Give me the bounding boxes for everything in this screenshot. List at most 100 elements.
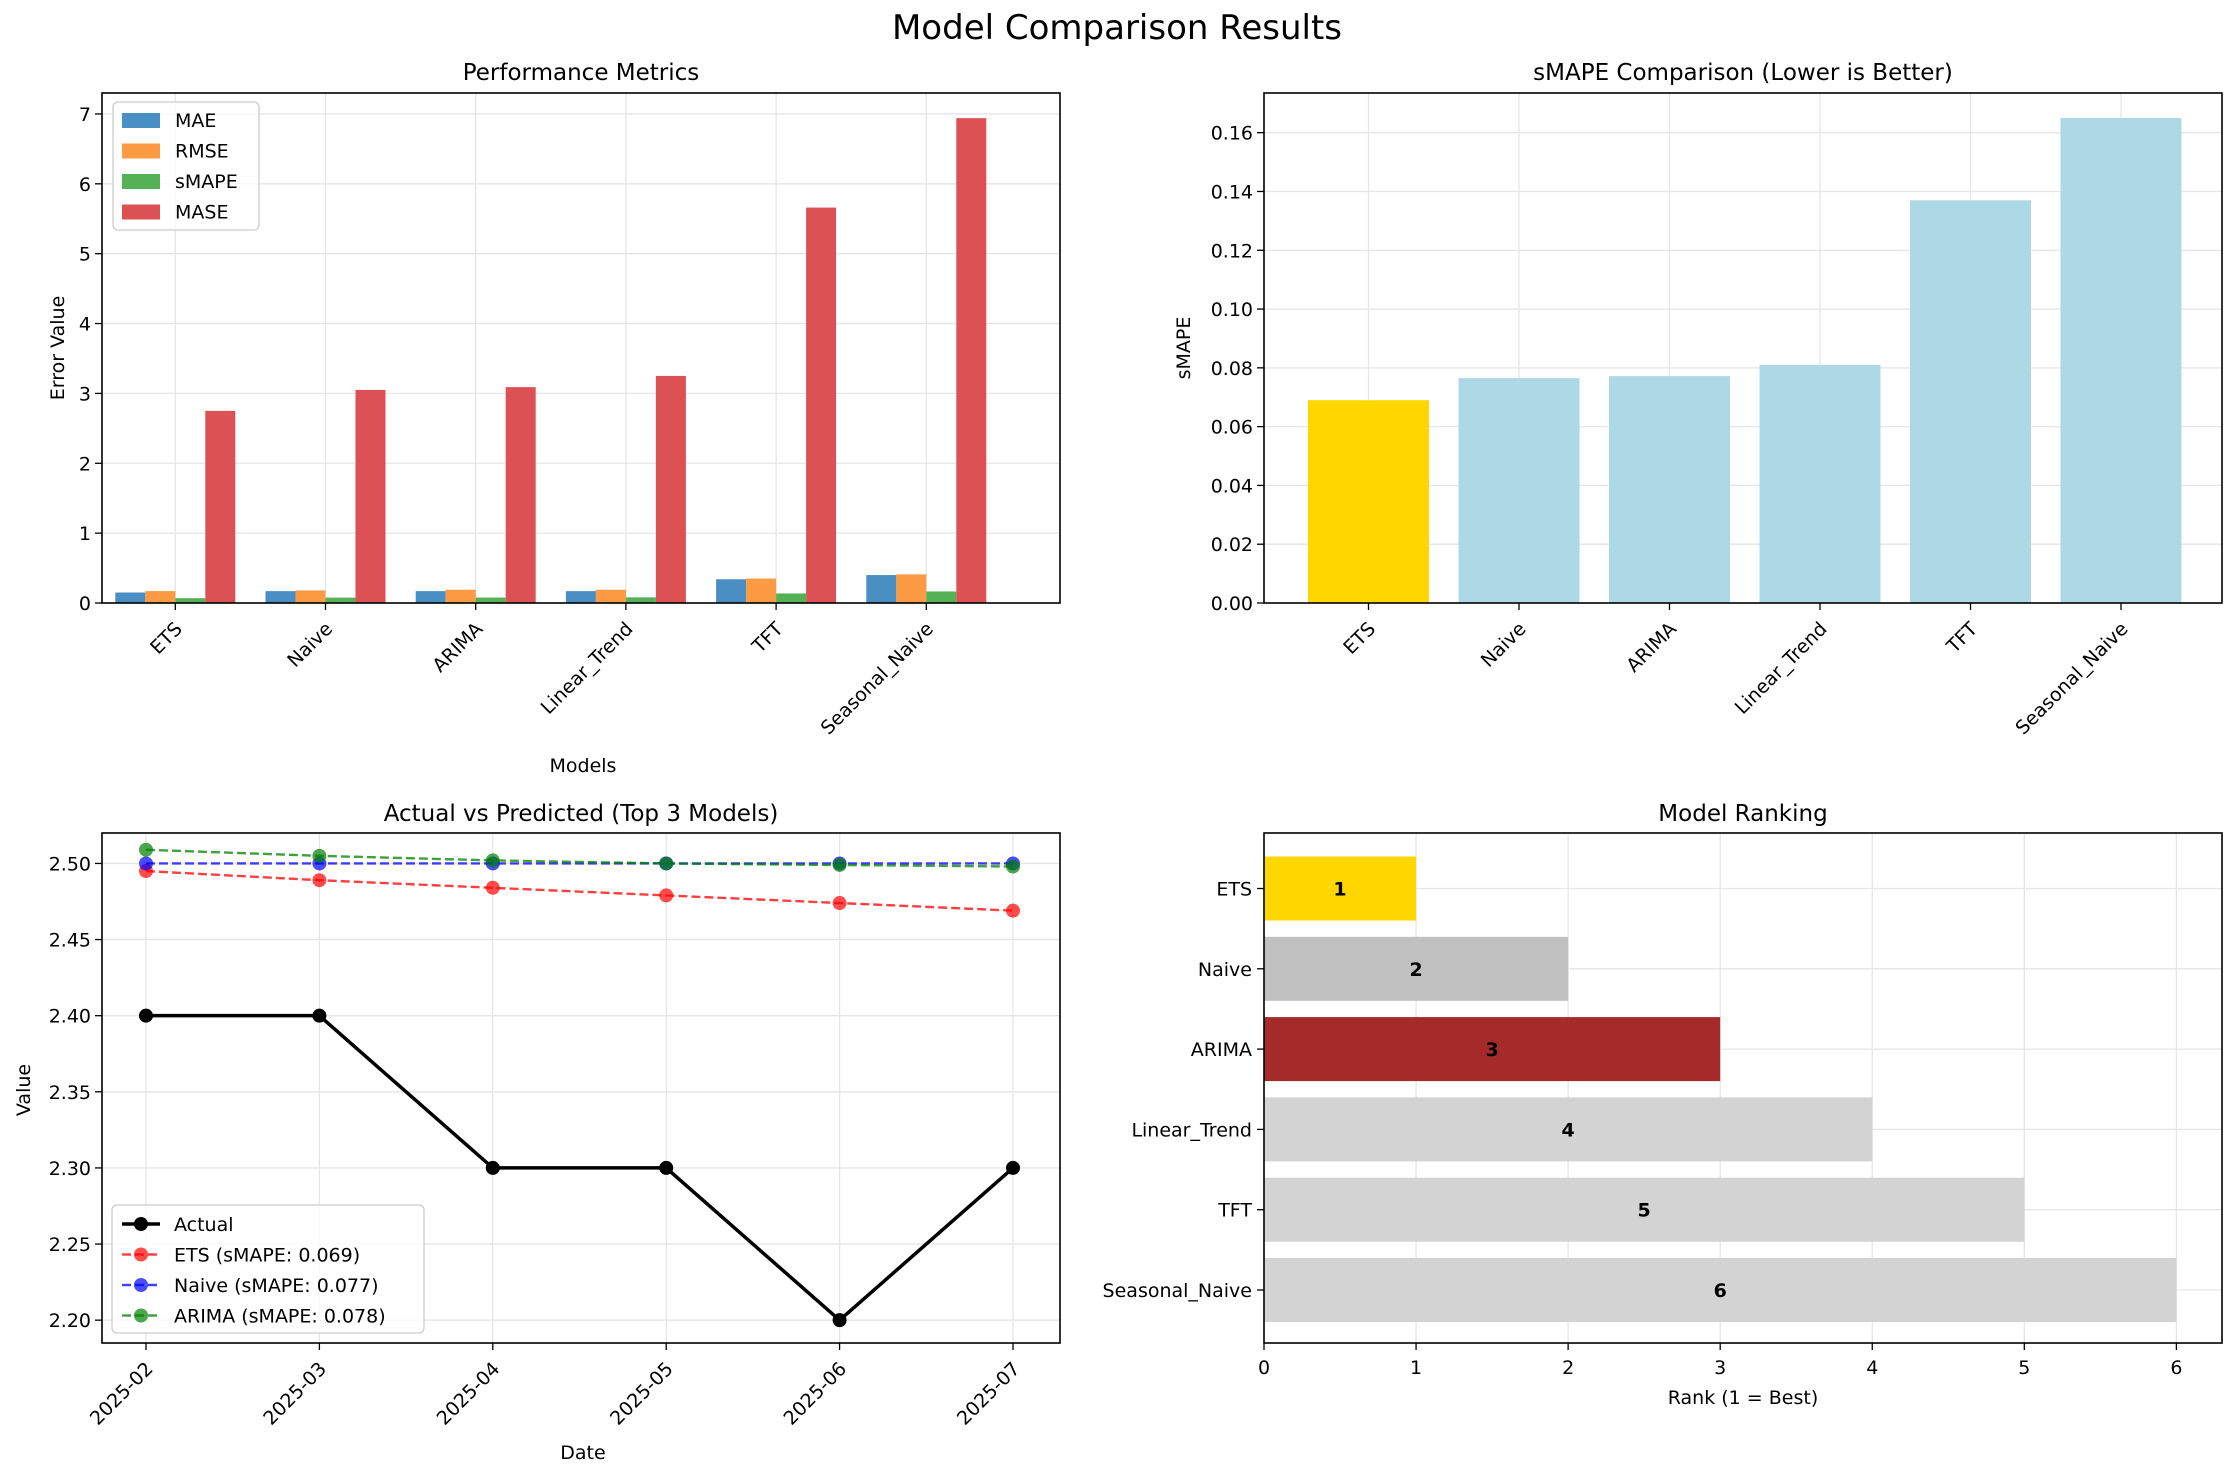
y-tick-label: Linear_Trend [1131, 1119, 1252, 1141]
y-axis-label: Value [13, 1064, 35, 1116]
legend-marker [134, 1247, 148, 1262]
y-axis-label: sMAPE [1173, 317, 1195, 380]
x-tick-label: 2025-06 [779, 1358, 851, 1430]
bar-rank [1264, 1017, 1721, 1082]
axes-frame [101, 92, 1061, 604]
bar-rmse [145, 591, 176, 603]
x-tick-label: Naive [283, 618, 337, 672]
x-axis-label: Rank (1 = Best) [1668, 1387, 1819, 1409]
x-tick-label: 2 [1562, 1357, 1574, 1379]
y-tick-label: Naive [1198, 959, 1252, 981]
data-point [659, 1160, 674, 1175]
bar-mase [806, 207, 837, 603]
bar-smape [926, 591, 957, 603]
y-tick-label: 4 [79, 314, 91, 336]
y-tick-label: Seasonal_Naive [1103, 1280, 1252, 1302]
data-point [485, 880, 500, 895]
legend-label: Naive (sMAPE: 0.077) [174, 1275, 379, 1297]
bar-rank [1264, 1097, 1873, 1162]
y-tick-label: 0.12 [1211, 240, 1253, 262]
y-tick-label: 2.40 [49, 1006, 91, 1028]
bar-rank [1264, 1258, 2177, 1322]
y-tick-label: 1 [79, 523, 91, 545]
data-point [659, 888, 674, 903]
chart-title: Model Ranking [1658, 801, 1827, 827]
x-tick-label: Seasonal_Naive [817, 618, 938, 739]
y-tick-label: 2.25 [49, 1234, 91, 1256]
data-point [139, 1008, 153, 1023]
bar-value-label: 4 [1562, 1119, 1575, 1141]
y-tick-label: TFT [1217, 1200, 1252, 1222]
x-tick-label: 4 [1866, 1357, 1878, 1379]
x-tick-label: 5 [2018, 1357, 2030, 1379]
data-point [1006, 859, 1020, 874]
smape-comparison-chart: 0.00 0.02 0.04 0.06 0.08 0.10 0.12 0.14 0.16 ETS N… [1173, 60, 2223, 739]
x-axis-label: Date [560, 1442, 605, 1464]
bar-smape [776, 593, 807, 603]
bar-rank [1264, 1177, 2025, 1242]
y-tick-label: 2.45 [49, 930, 91, 952]
bar-smape [1609, 376, 1730, 603]
series-line [146, 1013, 1015, 1323]
legend-swatch [122, 174, 160, 189]
y-tick-label: 0.14 [1211, 181, 1253, 203]
performance-metrics-chart: 0 1 2 3 4 5 6 7 ETS Naive ARIMA Linear_Trend TFT Seas… [47, 60, 1061, 777]
x-tick-label: 2025-04 [433, 1358, 505, 1430]
bar-mae [265, 591, 296, 603]
bar-rank [1264, 936, 1569, 1001]
y-tick-label: 0 [79, 593, 91, 615]
x-tick-label: 6 [2170, 1357, 2182, 1379]
y-tick-label: 0.04 [1211, 475, 1253, 497]
chart-title: Performance Metrics [463, 60, 700, 86]
data-point [312, 848, 327, 863]
bar-mae [866, 575, 897, 603]
bar-smape [1759, 364, 1881, 603]
bar-mae [115, 592, 146, 603]
bar-smape [625, 597, 656, 603]
x-tick-label: TFT [747, 618, 787, 658]
chart-title: Actual vs Predicted (Top 3 Models) [384, 801, 779, 827]
y-tick-label: 0.02 [1211, 534, 1253, 556]
bar-mase [205, 410, 236, 603]
x-tick-label: Seasonal_Naive [2011, 618, 2132, 739]
x-tick-label: Linear_Trend [537, 618, 638, 719]
y-tick-label: 6 [79, 174, 91, 196]
legend-box [112, 101, 260, 231]
x-tick-label: 1 [1410, 1357, 1422, 1379]
y-tick-label: 2.20 [49, 1310, 91, 1332]
bar-smape [1308, 400, 1429, 603]
data-point [659, 856, 674, 871]
data-point [312, 1008, 327, 1023]
legend-label: Actual [174, 1214, 234, 1236]
bar-value-label: 2 [1409, 959, 1422, 981]
x-tick-label: 2025-02 [86, 1358, 158, 1430]
y-tick-label: 0.06 [1211, 417, 1253, 439]
axes-frame [1263, 92, 2223, 604]
legend-label: MASE [175, 202, 228, 224]
x-tick-label: 2025-05 [606, 1358, 678, 1430]
y-tick-label: 2.35 [49, 1082, 91, 1104]
y-tick-label: 2 [79, 453, 91, 475]
x-tick-label: Linear_Trend [1731, 618, 1832, 719]
y-tick-label: 5 [79, 244, 91, 266]
bar-mase [355, 389, 386, 603]
model-ranking-chart: 1 2 3 4 5 6 ETS Naive ARIMA Linear_Trend TFT Season… [1103, 801, 2223, 1409]
legend-label: RMSE [175, 141, 229, 163]
legend-swatch [122, 143, 160, 159]
y-tick-label: 0.00 [1211, 593, 1253, 615]
bar-mase [956, 118, 987, 603]
actual-vs-predicted-chart: 2.20 2.25 2.30 2.35 2.40 2.45 2.50 2025-02 2025-… [13, 801, 1061, 1464]
axes-frame [101, 832, 1061, 1344]
x-tick-label: 0 [1258, 1357, 1270, 1379]
y-tick-label: 2.30 [49, 1158, 91, 1180]
data-point [139, 842, 153, 857]
y-tick-label: 0.08 [1211, 358, 1253, 380]
bar-rmse [746, 578, 777, 603]
bar-mae [716, 579, 747, 603]
data-point [832, 896, 847, 911]
legend-marker [134, 1278, 148, 1292]
data-point [485, 1160, 500, 1175]
bar-mase [655, 375, 686, 603]
axes-frame [1263, 832, 2223, 1344]
